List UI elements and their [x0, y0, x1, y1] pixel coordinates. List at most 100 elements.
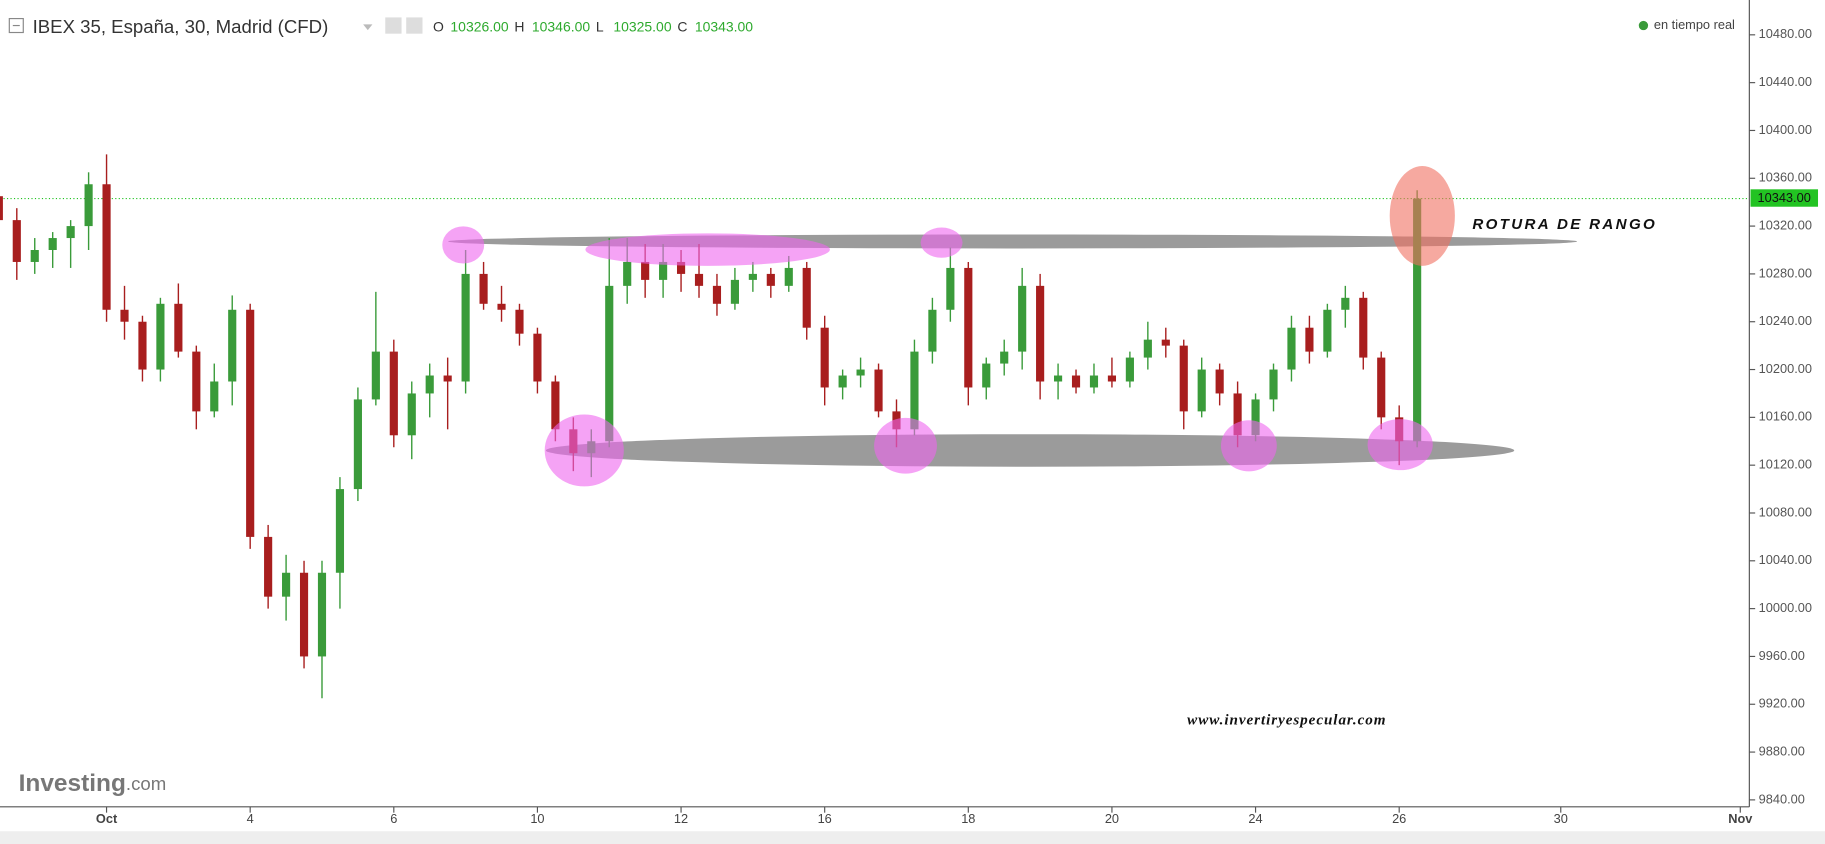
candle-body — [910, 351, 919, 430]
candle-body — [1287, 327, 1296, 370]
watermark-brand: Investing.com — [19, 770, 167, 797]
x-tick-label: 30 — [1554, 811, 1568, 826]
candle-body — [48, 238, 57, 251]
y-tick-label: 10160.00 — [1759, 409, 1812, 424]
candle-body — [1413, 198, 1422, 442]
candle-body — [120, 309, 129, 322]
x-tick-label: 10 — [530, 811, 544, 826]
y-tick-label: 10040.00 — [1759, 552, 1812, 567]
x-tick-label: 18 — [961, 811, 975, 826]
candle-body — [641, 261, 650, 280]
candle-body — [838, 375, 847, 388]
ohlc-key: H — [514, 19, 524, 35]
candle-body — [551, 381, 560, 430]
candle-body — [1341, 297, 1350, 310]
candle-body — [30, 250, 39, 262]
candle-body — [371, 351, 380, 400]
candle-body — [228, 309, 237, 382]
candle-body — [605, 285, 614, 442]
status-dot — [1638, 20, 1649, 31]
ohlc-key: L — [596, 19, 604, 35]
candle-body — [0, 196, 3, 221]
ohlc-value: 10343.00 — [695, 19, 753, 35]
candle-body — [946, 267, 955, 310]
candle-body — [192, 351, 201, 412]
ohlc-value: 10325.00 — [613, 19, 671, 35]
y-tick-label: 10480.00 — [1759, 26, 1812, 41]
y-tick-label: 10000.00 — [1759, 600, 1812, 615]
settings-icon[interactable] — [385, 17, 402, 34]
candle-body — [623, 261, 632, 286]
candle-body — [1143, 339, 1152, 358]
y-tick-label: 10360.00 — [1759, 170, 1812, 185]
candle-body — [479, 273, 488, 304]
candle-body — [659, 261, 668, 280]
candle-body — [174, 303, 183, 352]
touch-highlight — [442, 226, 485, 264]
candle-body — [730, 279, 739, 304]
touch-highlight — [585, 233, 830, 266]
candle-body — [1000, 351, 1009, 364]
y-tick-label: 9880.00 — [1759, 743, 1805, 758]
candle-body — [802, 267, 811, 328]
candle-body — [1054, 375, 1063, 382]
candle-body — [389, 351, 398, 436]
x-tick-label: 12 — [674, 811, 688, 826]
candle-body — [246, 309, 255, 537]
candle-body — [676, 261, 686, 274]
settings-icon[interactable] — [406, 17, 423, 34]
y-tick-label: 10280.00 — [1759, 265, 1812, 280]
y-tick-label: 10120.00 — [1759, 457, 1812, 472]
candle-body — [66, 226, 75, 239]
status: en tiempo real — [1654, 17, 1735, 32]
highlight-ellipses — [442, 166, 1455, 487]
candle-body — [138, 321, 147, 370]
candle-body — [874, 369, 883, 412]
y-tick-label: 10240.00 — [1759, 313, 1812, 328]
y-tick-label: 10400.00 — [1759, 122, 1812, 137]
y-tick-label: 9960.00 — [1759, 648, 1805, 663]
annotation: ROTURA DE RANGO — [1472, 216, 1657, 233]
ohlc-value: 10346.00 — [532, 19, 590, 35]
candle-body — [1161, 339, 1170, 346]
candle-body — [461, 273, 470, 382]
candle-body — [1125, 357, 1134, 382]
collapse-icon[interactable] — [8, 17, 24, 34]
candle-body — [533, 333, 542, 382]
candle-body — [1071, 375, 1081, 388]
y-tick-label: 9840.00 — [1759, 791, 1805, 806]
candle-body — [515, 309, 524, 334]
candle-body — [1197, 369, 1206, 412]
candle-body — [102, 184, 111, 310]
candle-body — [1305, 327, 1314, 352]
breakout-highlight — [1389, 166, 1455, 266]
candle-body — [443, 375, 452, 382]
candle-body — [1089, 375, 1099, 388]
x-tick-label: Oct — [96, 811, 118, 826]
bottom-toolbar — [0, 831, 1825, 844]
candle-body — [964, 267, 973, 388]
y-tick-label: 10320.00 — [1759, 217, 1812, 232]
x-tick-label: 26 — [1392, 811, 1406, 826]
y-tick-label: 10200.00 — [1759, 361, 1812, 376]
candle-body — [12, 220, 21, 262]
y-tick-label: 9920.00 — [1759, 696, 1805, 711]
x-tick-label: 24 — [1248, 811, 1262, 826]
ohlc-key: O — [433, 19, 444, 35]
ohlc-legend: O 10326.00 H 10346.00 L 10325.00 C 10343.00 — [433, 19, 753, 35]
candle-body — [497, 303, 506, 310]
candle-body — [694, 273, 704, 286]
candle-body — [317, 572, 327, 657]
candle-body — [1036, 285, 1045, 382]
touch-highlight — [1367, 419, 1433, 471]
candle-body — [1251, 399, 1260, 436]
candle-body — [1269, 369, 1278, 400]
last-price-box — [1750, 189, 1819, 207]
x-tick-label: 20 — [1105, 811, 1119, 826]
candle-body — [1323, 309, 1332, 352]
axes: 10480.00 10440.00 10400.00 10360.00 10320.00… — [0, 0, 1819, 826]
candle-body — [1179, 345, 1188, 412]
dropdown-arrow[interactable] — [363, 24, 373, 31]
x-tick-label: Nov — [1728, 811, 1753, 826]
